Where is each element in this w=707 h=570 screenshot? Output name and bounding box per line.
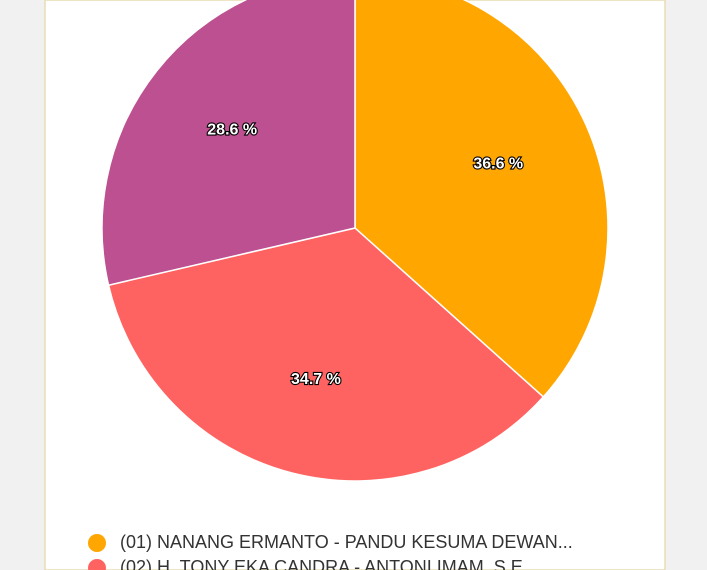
legend-marker [88, 534, 106, 552]
pie-slice [101, 0, 356, 287]
value-label: 28.6 % [207, 122, 257, 139]
value-label: 36.6 % [473, 155, 523, 172]
pie-slice [107, 227, 545, 482]
legend: (01) NANANG ERMANTO - PANDU KESUMA DEWAN… [88, 532, 573, 570]
value-label: 34.7 % [291, 371, 341, 388]
pie-slice [354, 0, 609, 398]
legend-label: (01) NANANG ERMANTO - PANDU KESUMA DEWAN… [120, 532, 573, 552]
legend-marker [88, 559, 106, 570]
pie: 36.6 % 34.7 % 28.6 % [101, 0, 609, 482]
legend-label: (02) H. TONY EKA CANDRA - ANTONI IMAM, S… [120, 557, 528, 570]
